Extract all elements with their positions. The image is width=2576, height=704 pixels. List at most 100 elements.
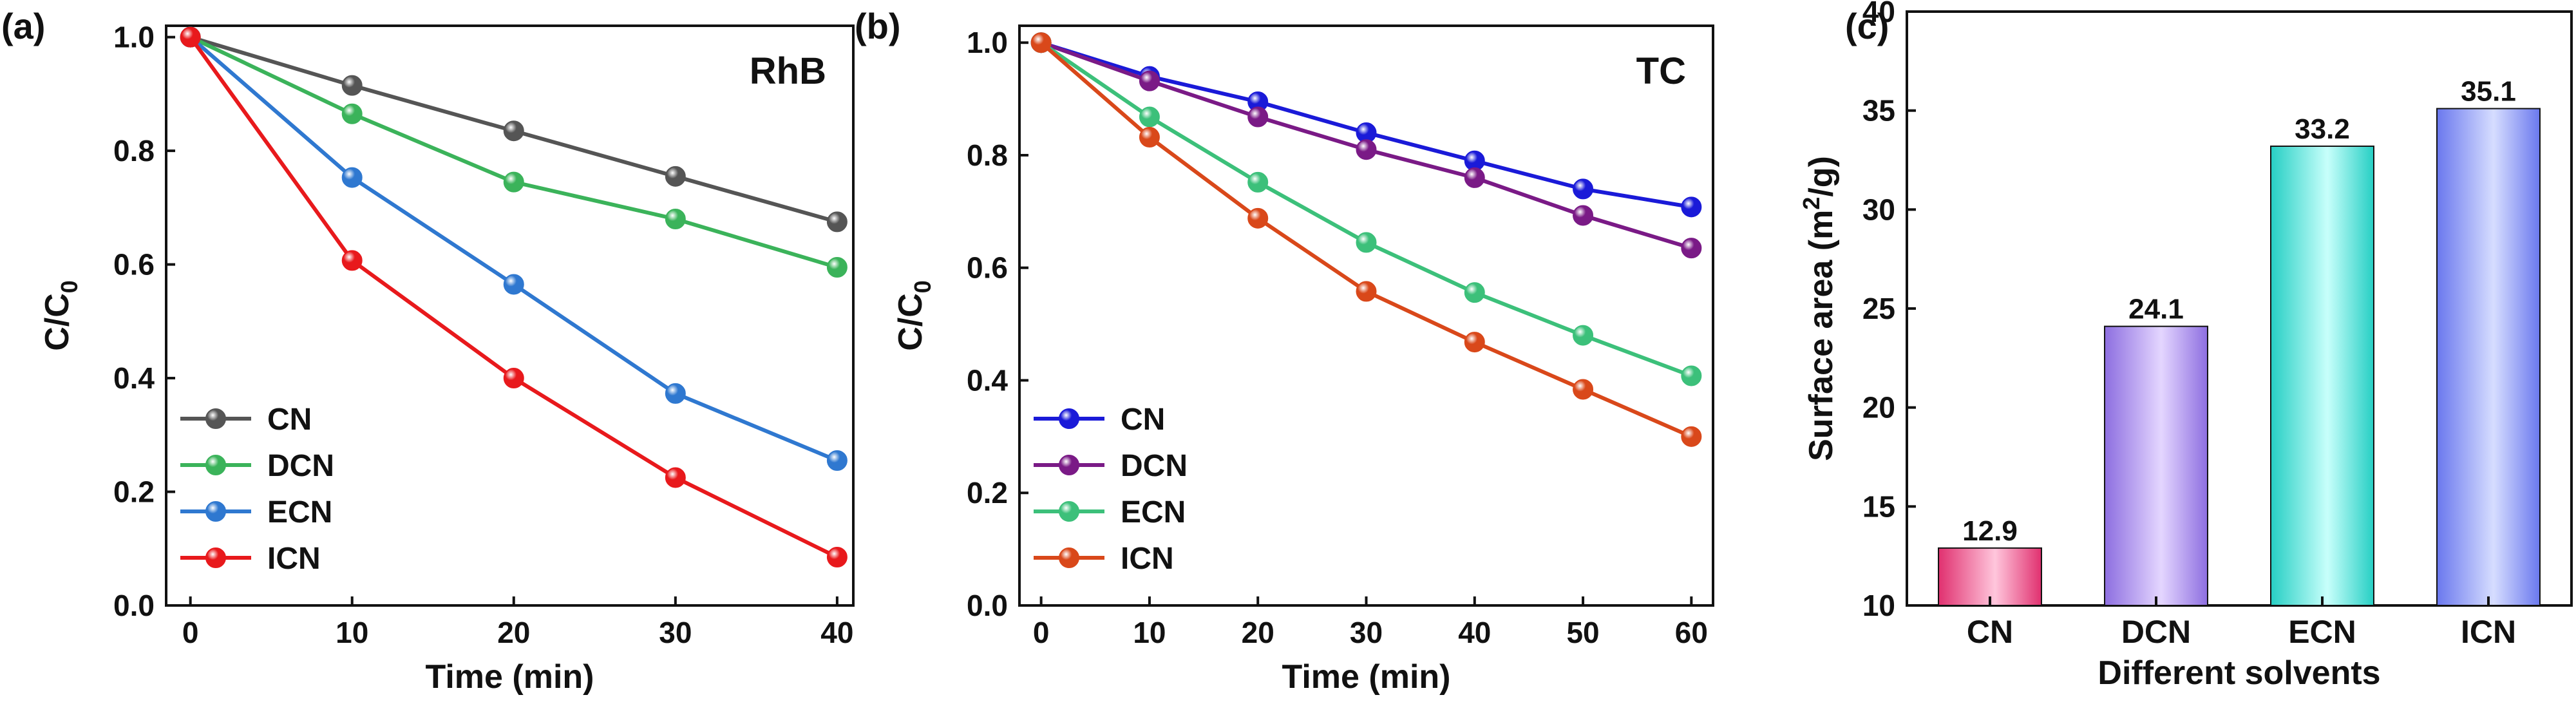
plot-frame [165, 24, 855, 607]
y-tick-label: 0.4 [967, 363, 1008, 397]
legend-marker [205, 455, 226, 475]
x-tick-label: ECN [2288, 614, 2356, 650]
legend-label: CN [1121, 403, 1165, 437]
data-point-ecn [826, 450, 848, 471]
legend-label: ECN [1121, 495, 1186, 529]
x-axis-label: Time (min) [1282, 658, 1451, 696]
y-tick-label: 30 [1862, 193, 1895, 226]
panel-label: (c) [1845, 6, 1889, 46]
y-tick-label: 0.8 [113, 134, 155, 167]
bar-dcn [2104, 325, 2208, 606]
legend-marker [1059, 408, 1079, 429]
data-point-dcn [1356, 139, 1377, 160]
y-tick-label: 25 [1862, 292, 1895, 325]
bar-icn [2436, 108, 2541, 607]
y-tick-label: 15 [1862, 490, 1895, 523]
legend-marker [205, 408, 226, 429]
y-axis-label: C/C0 [39, 280, 82, 351]
data-point-icn [341, 250, 363, 271]
x-tick-label: 0 [182, 616, 199, 649]
data-point-dcn [1464, 167, 1485, 188]
legend-label: DCN [1121, 449, 1188, 483]
bar-value-label: 33.2 [2295, 113, 2350, 145]
x-axis-label: Different solvents [2098, 654, 2380, 692]
x-axis-label: Time (min) [426, 658, 594, 696]
legend-label: CN [267, 403, 312, 437]
y-tick-label: 0.6 [113, 248, 155, 281]
data-point-cn [826, 211, 848, 233]
legend-label: DCN [267, 449, 334, 483]
chart-panel-a: 0 10 20 30 40 0.0 0.2 0.4 0.6 0.8 1.0 Time (min) C/C… [1, 6, 855, 696]
chart-panel-c: 10 15 20 25 30 35 40 12.9 CN 24.1 DCN 33.2 ECN 35.1 IC… [1798, 0, 2573, 692]
x-tick-label: 0 [1033, 616, 1050, 649]
x-tick-label: 10 [336, 616, 368, 649]
data-point-ecn [503, 274, 524, 295]
legend-marker [205, 501, 226, 522]
x-tick-label: 30 [1350, 616, 1383, 649]
y-axis-label-main: C/C [39, 293, 76, 351]
data-point-ecn [1139, 106, 1160, 128]
bar-value-label: 12.9 [1962, 515, 2018, 547]
data-point-dcn [665, 209, 686, 229]
chart-panel-b: 0 10 20 30 40 50 60 0.0 0.2 0.4 0.6 0.8 1.0 Time (min… [855, 6, 1714, 696]
data-point-dcn [826, 257, 848, 278]
x-tick-label: DCN [2121, 614, 2191, 650]
y-axis-label-sup: 2 [1798, 197, 1824, 210]
data-point-cn [341, 75, 363, 96]
y-tick-label: 0.8 [967, 138, 1008, 172]
x-tick-label: 10 [1133, 616, 1166, 649]
y-axis-label: C/C0 [892, 280, 936, 351]
panel-label: (b) [855, 6, 901, 46]
legend-marker [1059, 455, 1079, 475]
data-point-icn [1681, 426, 1702, 447]
x-tick-label: CN [1967, 614, 2013, 650]
y-tick-label: 0.6 [967, 251, 1008, 285]
y-axis-label-main: Surface area (m [1803, 210, 1840, 461]
x-tick-label: 30 [659, 616, 692, 649]
data-point-ecn [1247, 171, 1269, 193]
y-tick-label: 0.0 [113, 589, 155, 622]
data-point-cn [1573, 178, 1594, 200]
y-axis-label-sub: 0 [909, 280, 936, 293]
chart-title: RhB [750, 50, 826, 92]
data-point-ecn [1573, 325, 1594, 346]
legend-label: ICN [1121, 542, 1174, 576]
legend-marker [1059, 547, 1079, 568]
data-point-dcn [1681, 238, 1702, 259]
x-tick-label: 50 [1566, 616, 1599, 649]
data-point-icn [826, 547, 848, 567]
y-tick-label: 1.0 [113, 21, 155, 54]
legend-label: ECN [267, 495, 332, 529]
data-point-ecn [1681, 365, 1702, 386]
y-tick-label: 10 [1862, 589, 1895, 622]
y-axis-label-sub: 0 [56, 280, 82, 293]
data-point-icn [1464, 332, 1485, 353]
series-line-dcn [189, 35, 838, 269]
data-point-ecn [1356, 232, 1377, 253]
data-point-icn [1573, 379, 1594, 400]
y-axis-label-main: C/C [892, 293, 929, 351]
y-tick-label: 0.2 [113, 475, 155, 509]
data-point-dcn [1573, 205, 1594, 226]
data-point-icn [1139, 127, 1160, 148]
x-tick-label: 60 [1675, 616, 1708, 649]
y-axis-label: Surface area (m2/g) [1798, 156, 1840, 461]
data-point-cn [665, 166, 686, 187]
x-tick-label: 40 [820, 616, 853, 649]
x-tick-label: 40 [1458, 616, 1491, 649]
data-point-dcn [1247, 106, 1269, 128]
data-point-icn [180, 26, 201, 48]
y-tick-label: 20 [1862, 391, 1895, 424]
data-point-icn [1030, 32, 1052, 53]
y-tick-label: 0.4 [113, 361, 155, 395]
y-tick-label: 40 [1862, 0, 1895, 28]
legend-label: ICN [267, 542, 321, 576]
series-line-ecn [189, 35, 838, 462]
y-axis-label-end: /g) [1803, 156, 1840, 197]
data-point-ecn [1464, 282, 1485, 303]
data-point-icn [1356, 281, 1377, 302]
bar-cn [1938, 547, 2042, 607]
legend-marker [205, 547, 226, 568]
data-point-icn [503, 368, 524, 389]
